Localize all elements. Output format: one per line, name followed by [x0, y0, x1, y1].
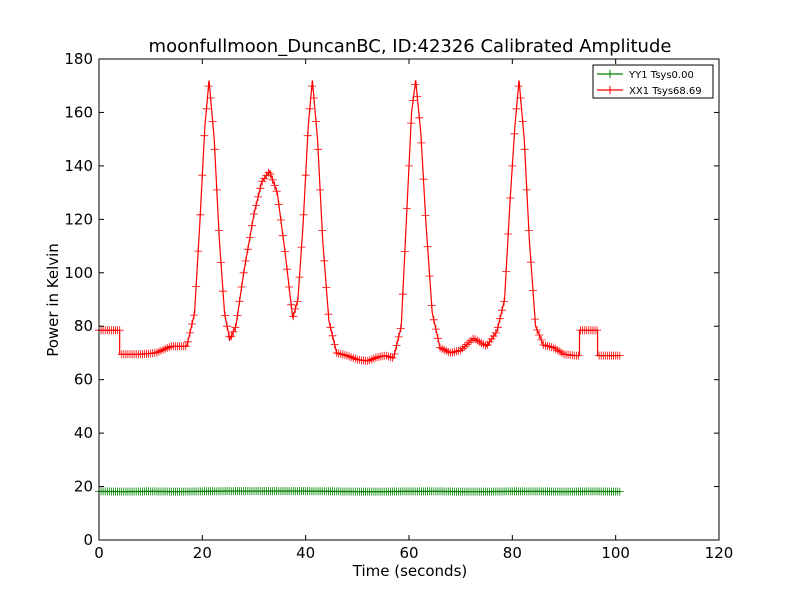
- x-tick-label: 0: [94, 544, 104, 562]
- x-tick-label: 80: [503, 544, 522, 562]
- x-tick-label: 100: [601, 544, 630, 562]
- legend-box: [592, 64, 714, 99]
- chart-title: moonfullmoon_DuncanBC, ID:42326 Calibrat…: [149, 36, 672, 57]
- plot-area: [99, 59, 719, 540]
- series-layer: [95, 80, 624, 496]
- y-tick-label: 20: [74, 478, 93, 496]
- legend-label: YY1 Tsys0.00: [628, 70, 694, 81]
- legend-items: YY1 Tsys0.00 XX1 Tsys68.69: [597, 70, 702, 97]
- y-tick-label: 120: [64, 210, 93, 228]
- y-tick-label: 80: [74, 317, 93, 335]
- plot-frame: [98, 58, 720, 541]
- legend-marker: [606, 70, 614, 78]
- y-tick-label: 60: [74, 371, 93, 389]
- x-axis-label: Time (seconds): [352, 562, 468, 580]
- y-tick-label: 140: [64, 157, 93, 175]
- x-tick-label: 120: [705, 544, 734, 562]
- legend-marker: [606, 86, 614, 94]
- y-axis-label: Power in Kelvin: [44, 243, 62, 357]
- legend-label: XX1 Tsys68.69: [629, 86, 702, 97]
- x-tick-label: 60: [399, 544, 418, 562]
- y-tick-label: 160: [64, 103, 93, 121]
- y-tick-label: 100: [64, 264, 93, 282]
- y-tick-label: 40: [74, 424, 93, 442]
- series-1: [95, 80, 624, 365]
- y-tick-label: 180: [64, 50, 93, 68]
- ticks-layer: 0 20 40 60 80 100 120 0 20 40 60 80 100 120 140 160 180: [64, 50, 733, 562]
- y-tick-label: 0: [83, 531, 93, 549]
- legend: YY1 Tsys0.00 XX1 Tsys68.69: [592, 64, 714, 99]
- x-tick-label: 20: [193, 544, 212, 562]
- x-tick-label: 40: [296, 544, 315, 562]
